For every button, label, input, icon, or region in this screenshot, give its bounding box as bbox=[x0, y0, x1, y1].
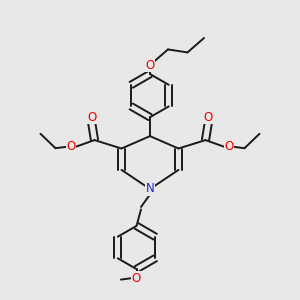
Text: O: O bbox=[204, 111, 213, 124]
Text: O: O bbox=[224, 140, 233, 153]
Text: O: O bbox=[132, 272, 141, 285]
Text: N: N bbox=[146, 182, 154, 196]
Text: O: O bbox=[146, 58, 154, 71]
Text: O: O bbox=[67, 140, 76, 153]
Text: O: O bbox=[87, 111, 96, 124]
